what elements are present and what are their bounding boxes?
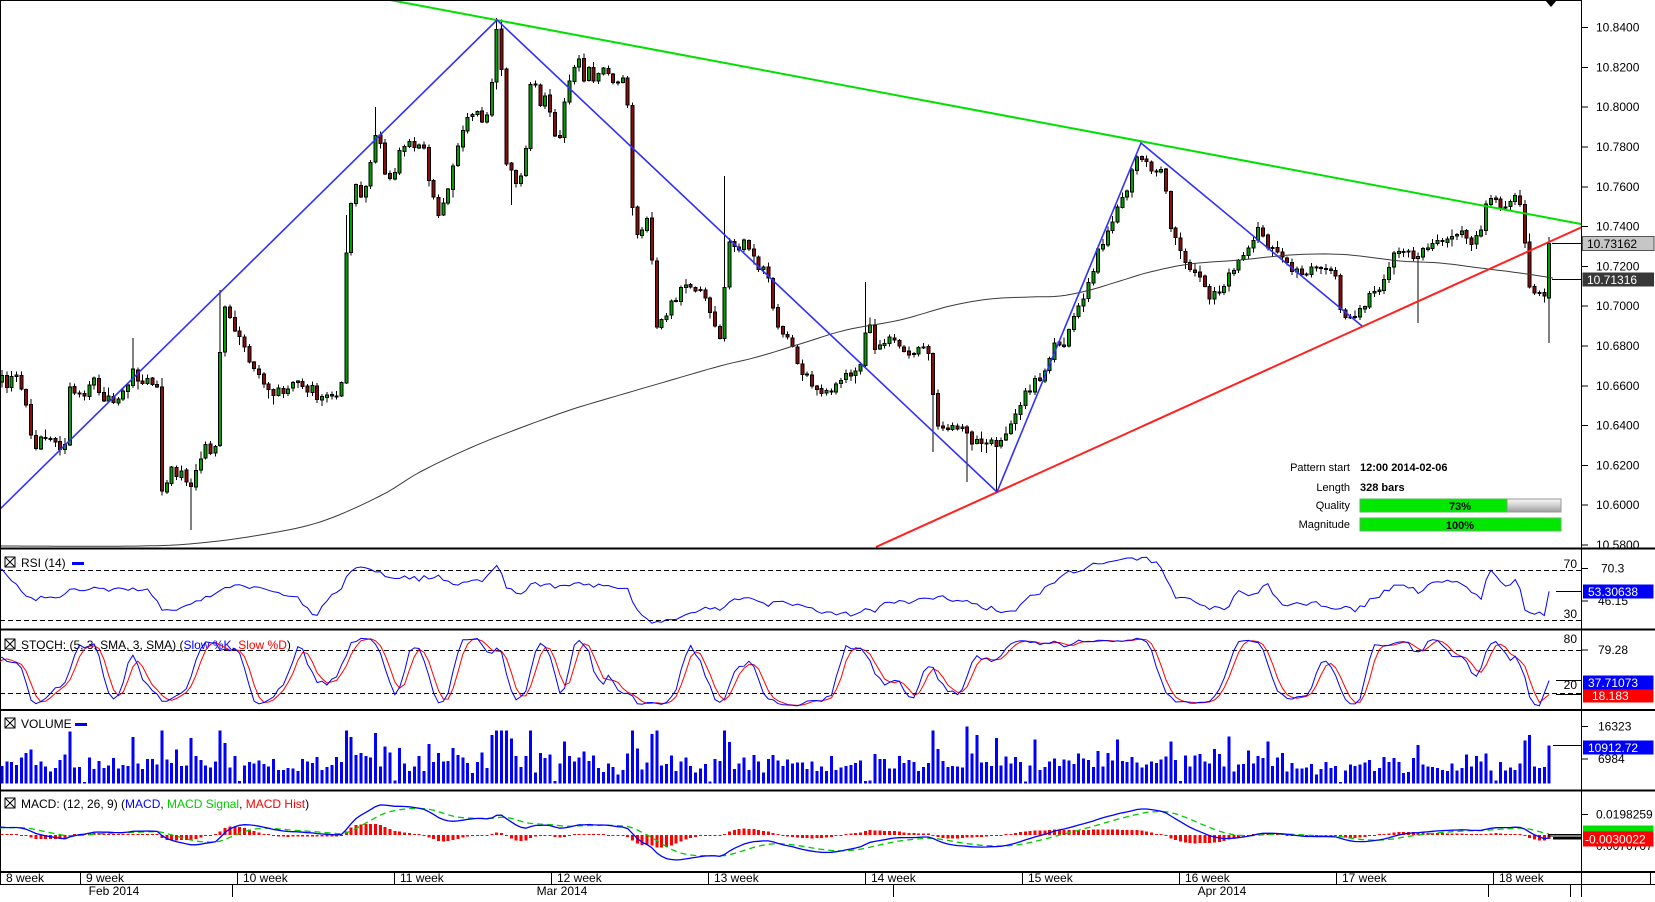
svg-text:73%: 73%: [1449, 501, 1471, 513]
svg-text:10.7800: 10.7800: [1596, 140, 1640, 154]
svg-text:10.6600: 10.6600: [1596, 379, 1640, 393]
svg-text:RSI (14): RSI (14): [21, 556, 66, 570]
svg-text:11 week: 11 week: [400, 871, 445, 885]
svg-text:MACD: (12, 26, 9) (MACD, MACD: MACD: (12, 26, 9) (MACD, MACD Signal, MA…: [21, 797, 309, 811]
svg-text:14 week: 14 week: [871, 871, 917, 885]
svg-text:Pattern start: Pattern start: [1290, 462, 1350, 474]
svg-text:0.0198259: 0.0198259: [1596, 808, 1653, 822]
svg-text:10.6400: 10.6400: [1596, 419, 1640, 433]
svg-text:10.7000: 10.7000: [1596, 299, 1640, 313]
svg-text:STOCH: (5, 3, SMA, 3, SMA) (Sl: STOCH: (5, 3, SMA, 3, SMA) (Slow %K, Slo…: [21, 638, 291, 652]
svg-text:10.71316: 10.71316: [1587, 273, 1637, 287]
svg-text:10.5800: 10.5800: [1596, 538, 1640, 552]
svg-text:328 bars: 328 bars: [1360, 482, 1405, 494]
svg-text:30: 30: [1564, 607, 1578, 621]
svg-text:13 week: 13 week: [714, 871, 760, 885]
svg-text:-0.0030022: -0.0030022: [1585, 833, 1646, 847]
svg-text:Mar 2014: Mar 2014: [537, 884, 588, 897]
svg-text:8 week: 8 week: [6, 871, 45, 885]
svg-text:Quality: Quality: [1316, 500, 1351, 512]
svg-text:10 week: 10 week: [243, 871, 289, 885]
svg-text:16 week: 16 week: [1185, 871, 1231, 885]
svg-text:15 week: 15 week: [1028, 871, 1074, 885]
svg-text:10.8000: 10.8000: [1596, 100, 1640, 114]
svg-text:12 week: 12 week: [557, 871, 603, 885]
svg-text:100%: 100%: [1446, 520, 1474, 532]
svg-text:10912.72: 10912.72: [1588, 741, 1638, 755]
svg-text:16323: 16323: [1598, 719, 1632, 733]
svg-text:10.73162: 10.73162: [1587, 237, 1637, 251]
svg-text:Magnitude: Magnitude: [1299, 519, 1350, 531]
svg-text:20: 20: [1564, 678, 1578, 692]
svg-text:70: 70: [1564, 557, 1578, 571]
svg-text:9 week: 9 week: [86, 871, 125, 885]
svg-text:70.3: 70.3: [1601, 562, 1625, 576]
svg-text:53.30638: 53.30638: [1588, 585, 1638, 599]
svg-text:10.6200: 10.6200: [1596, 458, 1640, 472]
svg-text:10.8400: 10.8400: [1596, 21, 1640, 35]
svg-text:Apr 2014: Apr 2014: [1198, 884, 1247, 897]
svg-text:18.183: 18.183: [1592, 689, 1629, 703]
svg-text:10.6000: 10.6000: [1596, 498, 1640, 512]
svg-text:VOLUME: VOLUME: [21, 717, 72, 731]
svg-text:12:00 2014-02-06: 12:00 2014-02-06: [1360, 462, 1447, 474]
svg-text:17 week: 17 week: [1342, 871, 1388, 885]
svg-text:10.7600: 10.7600: [1596, 180, 1640, 194]
svg-text:Feb 2014: Feb 2014: [89, 884, 140, 897]
svg-text:80: 80: [1564, 632, 1578, 646]
svg-text:10.7200: 10.7200: [1596, 259, 1640, 273]
svg-text:Length: Length: [1316, 482, 1350, 494]
svg-text:18 week: 18 week: [1499, 871, 1545, 885]
svg-text:6984: 6984: [1598, 752, 1625, 766]
svg-text:79.28: 79.28: [1598, 643, 1628, 657]
svg-text:10.6800: 10.6800: [1596, 339, 1640, 353]
svg-text:37.71073: 37.71073: [1588, 676, 1638, 690]
svg-text:10.8200: 10.8200: [1596, 60, 1640, 74]
svg-text:10.7400: 10.7400: [1596, 220, 1640, 234]
